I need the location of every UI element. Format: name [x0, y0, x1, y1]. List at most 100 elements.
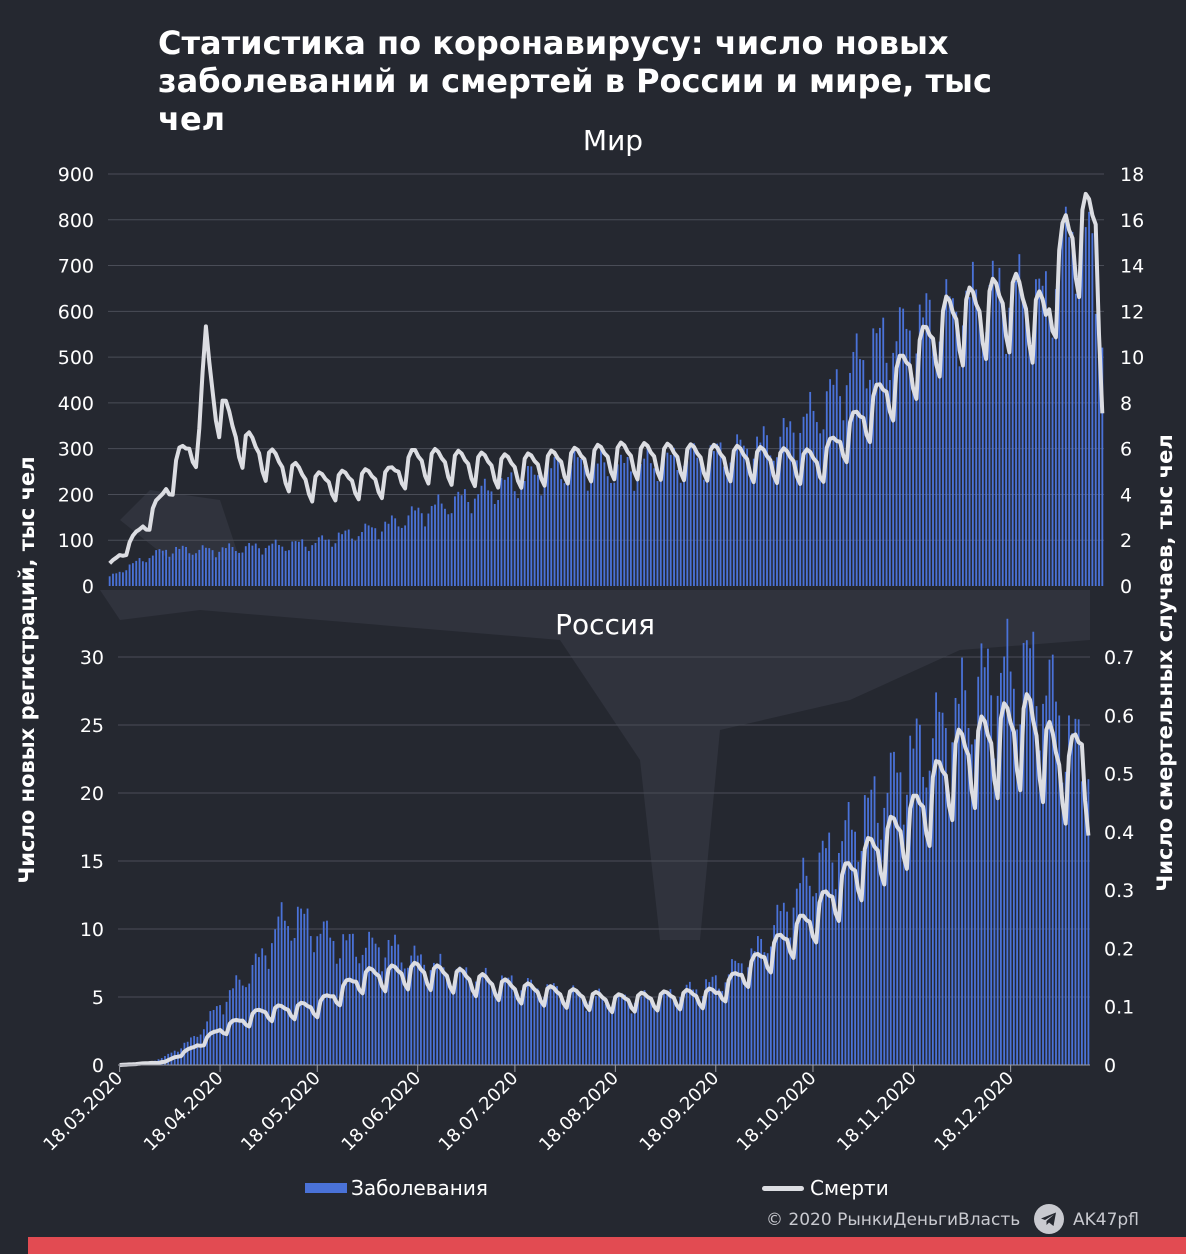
y-axis-title-left: Число новых регистраций, тыс чел: [15, 456, 39, 883]
bar: [351, 538, 353, 586]
bar: [636, 471, 639, 586]
x-tick-label: 18.12.2020: [930, 1068, 1018, 1156]
bar: [721, 990, 724, 1065]
bar: [598, 988, 601, 1065]
bar: [965, 290, 968, 586]
bar: [478, 978, 481, 1065]
y2-tick-label: 0.3: [1104, 880, 1134, 902]
bar: [196, 1036, 199, 1065]
bar: [954, 697, 957, 1065]
bar: [922, 317, 924, 586]
bar: [898, 307, 901, 586]
bar: [460, 495, 463, 586]
bar: [938, 341, 941, 586]
bar: [344, 530, 347, 586]
bar: [317, 537, 320, 586]
bar: [955, 311, 958, 586]
bar: [427, 513, 430, 586]
y-tick-label: 800: [58, 210, 94, 232]
bar: [293, 938, 296, 1065]
bar: [261, 948, 264, 1065]
bar: [397, 526, 400, 586]
bar: [1084, 800, 1087, 1065]
bar: [942, 315, 944, 586]
bar: [977, 676, 980, 1065]
bar: [838, 852, 840, 1065]
bar: [334, 543, 337, 586]
bar: [576, 457, 579, 586]
bar: [327, 539, 330, 586]
bar: [1018, 254, 1021, 586]
bar: [685, 984, 688, 1065]
bar: [168, 556, 171, 586]
bar: [400, 962, 403, 1065]
bar: [971, 261, 974, 586]
bar: [727, 974, 730, 1065]
bar: [1035, 279, 1037, 586]
bar: [844, 820, 847, 1065]
bar: [582, 996, 584, 1065]
y-tick-label: 20: [80, 783, 104, 805]
bar: [938, 711, 941, 1065]
bar: [244, 546, 247, 586]
bar: [905, 328, 908, 586]
bar: [1041, 285, 1044, 586]
bar: [125, 570, 128, 586]
bar: [646, 446, 649, 586]
bar: [471, 994, 474, 1065]
bar: [222, 1014, 225, 1065]
y2-tick-label: 0.2: [1104, 938, 1134, 960]
bar: [588, 1001, 591, 1065]
bar: [659, 994, 662, 1065]
bar: [497, 500, 500, 586]
bar: [859, 359, 861, 586]
bar: [795, 460, 798, 586]
bar: [1016, 729, 1018, 1065]
bar: [1015, 280, 1017, 586]
bar: [583, 466, 586, 586]
channel-name: AK47pfl: [1073, 1210, 1139, 1230]
bar: [1032, 631, 1035, 1065]
bar: [440, 503, 443, 586]
y2-tick-label: 0: [1120, 576, 1132, 598]
bar: [736, 434, 739, 586]
y-tick-label: 5: [92, 987, 104, 1009]
bar: [643, 990, 646, 1065]
bar: [744, 981, 746, 1065]
bar: [623, 462, 626, 586]
bar: [795, 888, 798, 1065]
bar: [649, 463, 652, 586]
bar: [384, 521, 387, 586]
bar: [865, 388, 868, 586]
bottom-accent-strip: [28, 1237, 1186, 1254]
bar: [543, 484, 546, 586]
bar: [361, 532, 363, 586]
bar: [570, 465, 573, 586]
bar: [165, 549, 168, 586]
bar: [626, 457, 629, 586]
bar: [737, 963, 740, 1065]
bar: [870, 789, 873, 1065]
bar: [307, 550, 310, 586]
bar: [732, 453, 735, 586]
y-tick-label: 300: [58, 439, 94, 461]
bar: [909, 735, 912, 1065]
bar: [786, 427, 788, 586]
bar: [517, 998, 520, 1065]
bar: [357, 536, 360, 586]
bar: [530, 979, 532, 1065]
bar: [750, 948, 753, 1065]
bar: [493, 503, 496, 586]
x-tick-label: 18.08.2020: [535, 1068, 623, 1156]
bar: [663, 453, 666, 586]
bar: [287, 926, 289, 1065]
y-tick-label: 10: [80, 919, 104, 941]
y2-tick-label: 0: [1104, 1055, 1116, 1077]
bar: [701, 996, 704, 1065]
bar: [740, 963, 743, 1065]
bar: [155, 550, 158, 586]
bar: [447, 514, 450, 586]
bar: [882, 317, 885, 586]
y2-tick-label: 0.1: [1104, 997, 1134, 1019]
bar: [501, 975, 503, 1065]
